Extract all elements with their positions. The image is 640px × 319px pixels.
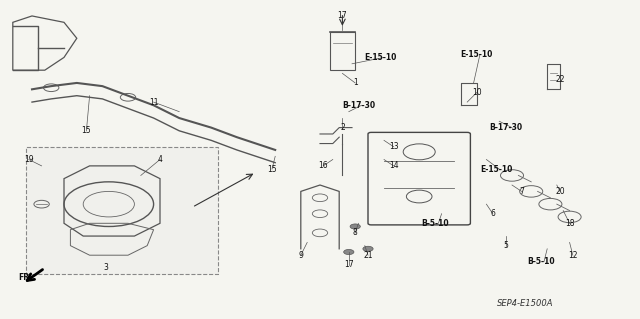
- Text: E-15-10: E-15-10: [461, 50, 493, 59]
- Circle shape: [363, 246, 373, 251]
- Text: 11: 11: [149, 98, 158, 107]
- Text: 15: 15: [81, 126, 92, 135]
- Text: B-17-30: B-17-30: [489, 123, 522, 132]
- Text: 3: 3: [103, 263, 108, 272]
- Bar: [26, 147, 218, 274]
- Text: FR.: FR.: [19, 273, 33, 282]
- Bar: [330, 32, 355, 70]
- Text: 17: 17: [344, 260, 354, 269]
- Text: 20: 20: [555, 187, 565, 196]
- Text: 13: 13: [388, 142, 399, 151]
- Text: 9: 9: [298, 251, 303, 260]
- Text: 17: 17: [337, 11, 348, 20]
- Text: B-5-10: B-5-10: [421, 219, 449, 228]
- Text: 4: 4: [157, 155, 163, 164]
- Text: 14: 14: [388, 161, 399, 170]
- Text: E-15-10: E-15-10: [480, 165, 512, 174]
- Text: 18: 18: [565, 219, 574, 228]
- Text: 1: 1: [353, 78, 358, 87]
- Text: 10: 10: [472, 88, 482, 97]
- Text: 16: 16: [318, 161, 328, 170]
- Text: B-17-30: B-17-30: [342, 101, 375, 110]
- Text: 19: 19: [24, 155, 34, 164]
- Text: 12: 12: [568, 251, 577, 260]
- Circle shape: [350, 224, 360, 229]
- Text: 21: 21: [364, 251, 372, 260]
- Text: E-15-10: E-15-10: [365, 53, 397, 62]
- Text: 22: 22: [556, 75, 564, 84]
- Text: 6: 6: [490, 209, 495, 218]
- Text: 8: 8: [353, 228, 358, 237]
- Text: 15: 15: [267, 165, 277, 174]
- Text: 7: 7: [519, 187, 524, 196]
- Text: B-5-10: B-5-10: [527, 257, 555, 266]
- Circle shape: [344, 249, 354, 255]
- Text: 5: 5: [503, 241, 508, 250]
- Text: SEP4-E1500A: SEP4-E1500A: [497, 299, 553, 308]
- Text: 2: 2: [340, 123, 345, 132]
